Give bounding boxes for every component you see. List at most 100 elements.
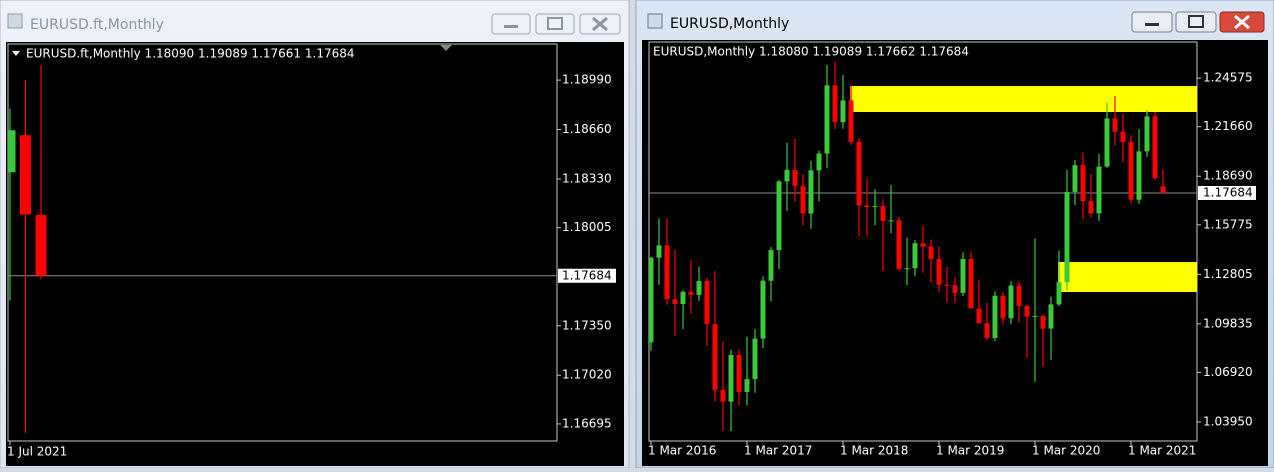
candle-body [1136, 151, 1142, 200]
chart-background [6, 42, 624, 466]
candle-body [896, 220, 902, 269]
candle-body [712, 324, 718, 391]
candle-body [856, 141, 862, 206]
candle-body [680, 291, 686, 305]
close-icon [592, 16, 608, 32]
candle-body [848, 100, 854, 142]
y-tick-label: 1.09835 [1203, 316, 1253, 330]
window-title: EURUSD.ft,Monthly [30, 17, 164, 33]
maximize-button[interactable] [535, 13, 575, 35]
candle-body [864, 205, 870, 208]
candle-body [1040, 315, 1046, 329]
candle-body [944, 284, 950, 286]
shift-marker [440, 45, 452, 51]
candles [8, 65, 557, 433]
candle-body [1056, 282, 1062, 305]
candle-body [1080, 165, 1086, 202]
candle-body [816, 153, 822, 171]
candle-body [1128, 142, 1134, 200]
maximize-icon [547, 17, 563, 30]
y-tick-label: 1.18690 [1203, 169, 1253, 183]
candle-body [776, 181, 782, 251]
candle-body [960, 258, 966, 293]
candle-body [888, 220, 894, 222]
y-tick-label: 1.12805 [1203, 267, 1253, 281]
candle-body [688, 291, 694, 295]
candle-body [1088, 201, 1094, 214]
candle-body [736, 354, 742, 392]
price-label: 1.17684 [1203, 185, 1253, 199]
candle-body [872, 206, 878, 208]
y-tick-label: 1.15775 [1203, 217, 1253, 231]
candle-body [920, 243, 926, 247]
candle-body [704, 280, 710, 325]
candle-body [984, 323, 990, 338]
candle-body [792, 169, 798, 186]
candle-body [1160, 186, 1166, 193]
candle-body [1152, 116, 1158, 179]
y-tick-label: 1.17020 [562, 368, 612, 382]
candle-body [656, 245, 662, 258]
y-tick-label: 1.24575 [1203, 71, 1253, 85]
candle-body [768, 250, 774, 281]
y-tick-label: 1.03950 [1203, 414, 1253, 428]
window-icon [7, 13, 23, 29]
minimize-button[interactable] [1131, 11, 1173, 33]
candle-body [35, 214, 47, 276]
candle-body [1096, 166, 1102, 214]
dropdown-arrow [12, 51, 20, 56]
candle-body [1024, 305, 1030, 317]
candle-body [976, 308, 982, 324]
candle-body [664, 245, 670, 300]
chart-header: EURUSD.ft,Monthly 1.18090 1.19089 1.1766… [26, 47, 355, 61]
candle-body [912, 243, 918, 269]
candle-body [1000, 295, 1006, 319]
candles [649, 61, 1197, 432]
zone-rectangle [1058, 262, 1197, 292]
plot-frame [648, 41, 1198, 442]
x-tick-label: 1 Mar 2016 [648, 444, 716, 458]
minimize-button[interactable] [491, 13, 531, 35]
candle-body [672, 299, 678, 305]
candle-body [1144, 116, 1150, 152]
candle-body [1032, 315, 1038, 317]
candle-body [20, 135, 31, 215]
candle-body [952, 285, 958, 293]
candle-body [1064, 191, 1070, 283]
window-icon [647, 13, 663, 29]
minimize-icon [1145, 23, 1159, 26]
candle-body [880, 206, 886, 222]
maximize-button[interactable] [1175, 11, 1217, 33]
price-label-box [1198, 185, 1256, 200]
candle-body [992, 295, 998, 338]
x-tick-label: 1 Mar 2021 [1128, 444, 1196, 458]
y-tick-label: 1.18330 [562, 171, 612, 185]
price-label: 1.17684 [562, 268, 612, 282]
candle-body [824, 85, 830, 154]
x-tick-label: 1 Jul 2021 [7, 445, 67, 459]
y-tick-label: 1.06920 [1203, 365, 1253, 379]
candle-body [720, 390, 726, 402]
candle-body [649, 257, 654, 343]
candle-body [1072, 165, 1078, 192]
candle-body [936, 259, 942, 285]
y-tick-label: 1.18990 [562, 73, 612, 87]
candle-body [808, 170, 814, 214]
y-tick-label: 1.17350 [562, 318, 612, 332]
candle-body [968, 258, 974, 309]
x-tick-label: 1 Mar 2018 [840, 444, 908, 458]
candle-body [904, 268, 910, 270]
y-tick-label: 1.18660 [562, 122, 612, 136]
chart-header: EURUSD,Monthly 1.18080 1.19089 1.17662 1… [653, 45, 969, 59]
candle-body [1008, 285, 1014, 319]
candle-body [1048, 304, 1054, 329]
x-tick-label: 1 Mar 2017 [744, 444, 812, 458]
candle-body [1104, 118, 1110, 167]
candle-body [744, 379, 750, 392]
candle-body [8, 130, 16, 173]
candle-body [728, 354, 734, 402]
x-tick-label: 1 Mar 2019 [936, 444, 1004, 458]
y-tick-label: 1.18005 [562, 220, 612, 234]
